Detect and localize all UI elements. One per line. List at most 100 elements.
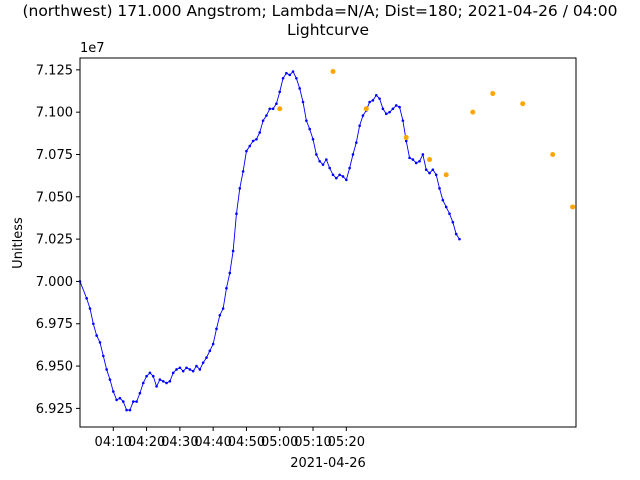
chart-subtitle: Lightcurve: [287, 21, 369, 39]
data-point: [231, 249, 235, 253]
y-tick-label: 7.050: [36, 190, 73, 205]
data-point: [371, 99, 375, 102]
data-point: [414, 161, 418, 165]
tick-group: 04:1004:2004:3004:4004:5005:0005:1005:20…: [36, 63, 365, 450]
data-point: [118, 396, 122, 400]
data-point: [341, 175, 345, 178]
y-tick-label: 7.125: [36, 63, 73, 78]
y-tick-label: 6.925: [36, 402, 73, 417]
highlight-point: [550, 151, 556, 157]
data-point: [171, 371, 175, 375]
data-point: [421, 153, 425, 156]
data-point: [102, 354, 105, 358]
data-point: [408, 156, 411, 160]
data-point: [241, 170, 245, 173]
data-point: [251, 139, 255, 143]
data-point: [211, 342, 215, 346]
data-point: [288, 73, 292, 77]
x-tick-label: 05:20: [328, 435, 365, 450]
data-point: [431, 168, 435, 172]
data-point: [278, 90, 282, 94]
data-point: [441, 198, 445, 202]
data-point: [444, 205, 448, 209]
data-point: [95, 334, 98, 337]
x-tick-label: 04:20: [128, 435, 165, 450]
data-point: [391, 107, 395, 111]
data-point: [85, 297, 88, 300]
data-point: [125, 408, 128, 412]
data-point: [158, 378, 162, 381]
plot-frame: [79, 57, 577, 428]
highlight-point: [470, 109, 476, 115]
data-point: [401, 119, 405, 122]
data-point: [275, 102, 278, 106]
data-point: [321, 163, 325, 166]
data-point: [345, 178, 348, 182]
data-point: [88, 307, 92, 310]
data-point: [378, 97, 381, 100]
data-point: [411, 158, 415, 161]
data-point: [448, 212, 451, 216]
data-point: [181, 369, 185, 373]
data-point: [265, 114, 268, 117]
data-point: [115, 398, 118, 402]
data-point: [315, 153, 318, 156]
data-point: [368, 100, 371, 104]
data-point: [381, 107, 385, 111]
data-point: [351, 153, 355, 156]
data-point: [235, 212, 238, 216]
data-point: [215, 327, 218, 331]
data-point: [225, 286, 228, 290]
data-point: [228, 271, 232, 275]
y-tick-label: 7.000: [36, 275, 73, 290]
data-point: [155, 385, 158, 388]
data-point: [121, 400, 125, 403]
x-tick-label: 04:30: [161, 435, 198, 450]
data-point: [325, 158, 328, 161]
data-point: [305, 119, 308, 122]
data-point: [191, 369, 195, 373]
highlight-point: [490, 91, 496, 97]
data-point: [175, 368, 178, 371]
data-point: [111, 390, 115, 393]
y-tick-label: 6.950: [36, 360, 73, 375]
data-point: [185, 366, 188, 370]
data-point: [285, 71, 288, 75]
data-point: [338, 173, 341, 177]
data-point: [331, 173, 335, 177]
data-point: [245, 149, 248, 153]
data-point: [318, 159, 321, 163]
data-point: [434, 173, 438, 177]
data-point: [92, 322, 95, 326]
data-point: [358, 124, 361, 128]
data-point: [261, 119, 265, 122]
data-point: [354, 141, 358, 144]
data-point: [398, 105, 401, 109]
data-point: [458, 237, 461, 241]
data-point: [145, 374, 148, 378]
data-point: [178, 366, 182, 370]
chart-title: (northwest) 171.000 Angstrom; Lambda=N/A…: [22, 2, 617, 20]
data-point: [424, 168, 428, 172]
x-tick-label: 04:10: [95, 435, 132, 450]
data-point: [195, 364, 198, 368]
data-point: [221, 307, 225, 310]
data-point: [238, 187, 242, 190]
data-point: [281, 77, 285, 80]
data-point: [295, 77, 298, 80]
data-point: [138, 391, 142, 395]
y-tick-label: 6.975: [36, 317, 73, 332]
data-point: [418, 159, 421, 163]
data-point: [308, 127, 311, 131]
x-tick-label: 04:40: [194, 435, 231, 450]
highlight-point: [403, 135, 409, 141]
data-point: [198, 368, 202, 371]
data-point: [165, 381, 168, 385]
data-point: [374, 93, 378, 97]
data-point: [298, 87, 302, 90]
data-point: [394, 104, 398, 107]
data-point: [168, 379, 172, 383]
data-point: [131, 400, 135, 403]
data-point: [438, 187, 441, 190]
